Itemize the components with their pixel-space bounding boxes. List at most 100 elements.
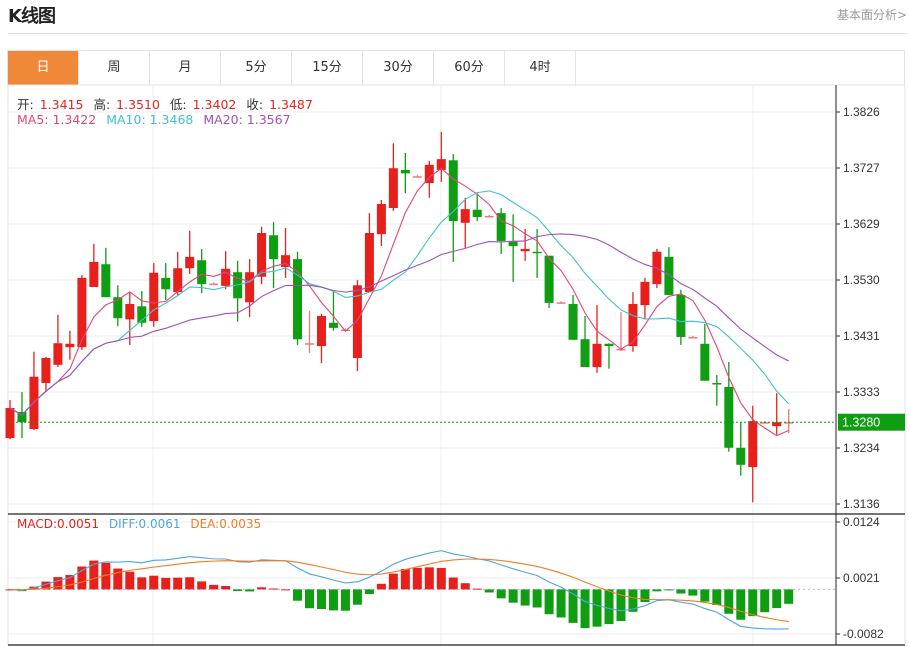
candle-body [400,169,410,174]
macd-histogram-bar [616,589,626,621]
tab-5min[interactable]: 5分 [221,51,292,85]
macd-histogram-bar [101,562,111,590]
price-tick-label: 1.3333 [843,385,880,399]
macd-histogram-bar [316,589,326,610]
candle-body [472,209,482,218]
ma20-line [9,233,789,416]
macd-histogram-bar [712,589,722,605]
macd-histogram-bar [149,575,159,590]
macd-histogram-bar [688,589,698,596]
tab-month[interactable]: 月 [150,51,221,85]
close-value: 1.3487 [269,97,313,112]
last-price-label: 1.3280 [842,416,880,430]
macd-histogram-bar [424,567,434,590]
macd-histogram-bar [233,589,243,592]
high-value: 1.3510 [116,97,160,112]
macd-histogram-bar [580,589,590,629]
dea-legend-value: DEA:0.0035 [190,517,262,531]
price-tick-label: 1.3136 [843,497,880,511]
macd-histogram-bar [556,589,566,618]
candle-body [664,256,674,295]
macd-histogram-bar [185,577,195,590]
candle-body [496,213,506,241]
period-tabs: 日 周 月 5分 15分 30分 60分 4时 [7,50,905,85]
candle-body [221,268,231,286]
candle-body [604,343,614,347]
open-label: 开: [17,97,34,112]
candle-body [568,304,578,340]
tab-15min[interactable]: 15分 [292,51,363,85]
macd-histogram-bar [532,589,542,608]
candle-body [508,240,518,247]
macd-histogram-bar [173,577,183,590]
tab-week[interactable]: 周 [79,51,150,85]
candle-body [305,343,314,345]
candle-body [137,306,147,323]
ma5-legend: MA5: 1.3422 [17,112,97,127]
macd-histogram-bar [305,589,314,609]
macd-histogram-bar [293,589,303,601]
macd-histogram-bar [352,589,362,605]
candle-body [580,339,590,368]
macd-histogram-bar [209,584,219,590]
macd-histogram-bar [125,571,135,590]
tab-day[interactable]: 日 [8,51,79,85]
candle-body [316,315,326,347]
macd-histogram-bar [53,577,63,590]
divider [8,33,907,34]
macd-histogram-bar [700,589,710,602]
macd-histogram-bar [364,589,374,595]
candle-body [376,204,386,235]
macd-histogram-bar [113,568,123,590]
macd-histogram-bar [748,589,758,617]
candle-body [484,215,494,218]
macd-histogram-bar [484,589,494,593]
candle-body [388,168,398,209]
macd-histogram-bar [161,577,171,590]
candle-body [209,283,219,286]
candle-body [257,233,267,277]
fundamental-analysis-link[interactable]: 基本面分析> [836,8,907,22]
macd-histogram-bar [412,567,422,590]
candle-body [688,336,698,339]
candle-body [352,285,362,358]
candle-body [364,233,374,293]
tab-4hour[interactable]: 4时 [505,51,576,85]
candle-body [185,256,195,269]
candle-body [412,176,422,178]
macd-legend: MACD:0.0051 DIFF:0.0061 DEA:0.0035 [17,517,267,531]
macd-histogram-bar [664,589,674,591]
macd-histogram-bar [676,589,686,594]
price-tick-label: 1.3727 [843,161,880,175]
candle-body [65,343,75,348]
tab-30min[interactable]: 30分 [363,51,434,85]
macd-histogram-bar [724,589,734,614]
macd-histogram-bar [628,589,638,612]
candle-body [448,160,458,222]
macd-histogram-bar [257,587,267,590]
macd-histogram-bar [41,581,51,590]
candle-body [724,386,734,448]
last-price-tag [838,413,905,431]
candle-body [520,248,530,252]
candle-body [436,159,446,170]
price-tick-label: 1.3629 [843,217,880,231]
macd-histogram-bar [89,560,99,590]
tab-60min[interactable]: 60分 [434,51,505,85]
low-label: 低: [169,97,187,112]
candle-body [161,277,171,290]
macd-histogram-bar [376,583,386,590]
macd-histogram-bar [784,589,794,604]
candle-body [89,261,99,287]
candle-body [772,422,782,427]
macd-tick-label: -0.0082 [843,627,884,641]
macd-histogram-bar [269,588,279,590]
macd-histogram-bar [508,589,518,603]
macd-histogram-bar [460,583,470,590]
candle-body [113,297,123,319]
page-title: K线图 [8,6,56,27]
candle-body [328,322,338,328]
candle-body [460,209,470,223]
